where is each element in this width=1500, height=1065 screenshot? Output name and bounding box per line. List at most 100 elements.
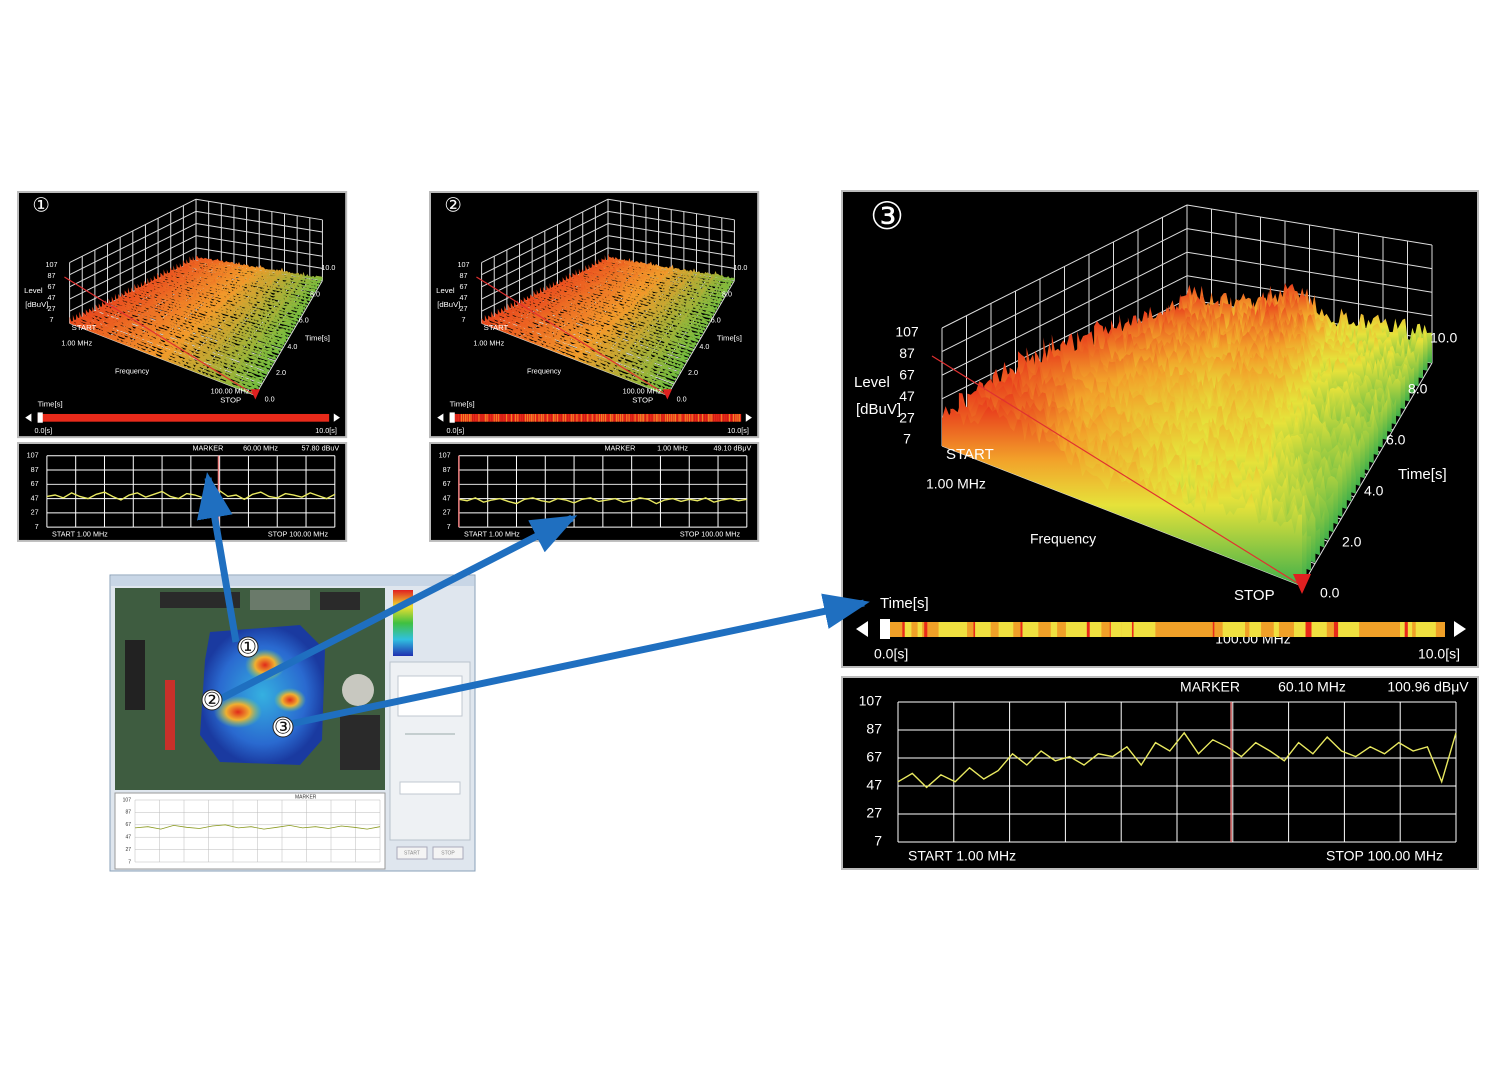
label: STOP 100.00 MHz bbox=[1326, 848, 1443, 864]
marker-circle bbox=[272, 716, 294, 738]
timebar-segment bbox=[1201, 622, 1213, 637]
timebar-segment bbox=[480, 413, 482, 422]
surface-row bbox=[546, 285, 702, 337]
surface-row bbox=[543, 286, 701, 340]
time-tick-label: 4.0 bbox=[1364, 483, 1384, 499]
surface-row bbox=[111, 296, 278, 358]
button-label[interactable]: START bbox=[404, 850, 420, 856]
wireframe bbox=[941, 251, 1188, 376]
time-tick-label: 8.0 bbox=[1408, 381, 1428, 397]
panels: ① 107 87 67 47 27 7 Level [dBuV] START 1.00 MHz Fre… bbox=[16, 190, 1479, 870]
timebar-segment bbox=[1443, 622, 1445, 637]
surface-row bbox=[608, 253, 735, 281]
label: 7 bbox=[903, 431, 911, 447]
timebar-segment bbox=[589, 413, 591, 422]
timebar-segment bbox=[682, 413, 684, 422]
timebar-segment bbox=[657, 413, 659, 422]
surface-row bbox=[601, 258, 731, 287]
stop-marker bbox=[1293, 574, 1311, 594]
wireframe bbox=[481, 198, 609, 264]
surface-row bbox=[520, 299, 688, 361]
timebar-segment bbox=[887, 622, 899, 637]
timebar-segment bbox=[719, 413, 721, 422]
timebar-segment bbox=[638, 413, 640, 422]
surface-row bbox=[179, 263, 314, 296]
surface-row bbox=[121, 292, 283, 349]
y-tick-label: 7 bbox=[874, 833, 882, 849]
timebar-segment bbox=[498, 413, 500, 422]
label: 87 bbox=[48, 271, 56, 280]
timebar-segment bbox=[649, 413, 650, 422]
timebar-segment bbox=[1435, 622, 1445, 637]
pcb-labels: ① ② ③ START STOP 107 87 67 47 27 7 MARKER bbox=[123, 636, 464, 865]
marker-circle bbox=[237, 636, 259, 658]
timebar-segment bbox=[709, 413, 711, 422]
surface-row bbox=[105, 300, 275, 364]
timebar-segment bbox=[513, 413, 514, 422]
timebar-segment bbox=[707, 413, 709, 422]
surface-row bbox=[549, 283, 704, 334]
timebar-segment bbox=[1321, 622, 1327, 637]
timebar-segment bbox=[698, 413, 699, 422]
timebar-segment bbox=[678, 413, 680, 422]
surface-row bbox=[176, 263, 313, 299]
wireframe bbox=[195, 247, 323, 269]
wireframe bbox=[195, 223, 323, 245]
timebar-knob bbox=[880, 619, 890, 639]
label: 0.0[s] bbox=[35, 426, 53, 435]
surface-panel: ① 107 87 67 47 27 7 Level [dBuV] START 1.00 MHz Fre… bbox=[16, 191, 348, 439]
label: 27 bbox=[899, 409, 915, 425]
button-label[interactable]: STOP bbox=[441, 850, 455, 856]
button[interactable] bbox=[432, 846, 464, 860]
wireframe bbox=[1301, 362, 1433, 587]
timebar-segment bbox=[630, 413, 632, 422]
time-tick-label: 2.0 bbox=[688, 368, 698, 377]
surface-row bbox=[186, 259, 318, 290]
timebar-segment bbox=[506, 413, 508, 422]
timebar-segment bbox=[641, 413, 643, 422]
timebar-segment bbox=[482, 413, 484, 422]
surface-row bbox=[144, 280, 295, 328]
connector bbox=[165, 680, 175, 750]
timebar-segment bbox=[554, 413, 556, 422]
timebar-segment bbox=[517, 413, 519, 422]
timebar-segment bbox=[578, 413, 580, 422]
time-tick-label: 2.0 bbox=[1342, 534, 1362, 550]
timebar-segment bbox=[917, 622, 923, 637]
timebar-segment bbox=[948, 622, 964, 637]
timebar-segment bbox=[540, 413, 542, 422]
surface-row bbox=[598, 259, 730, 290]
timebar-segment bbox=[735, 413, 737, 422]
y-tick-label: 47 bbox=[866, 777, 882, 793]
timebar-segment bbox=[691, 413, 693, 422]
surface-row bbox=[173, 265, 311, 302]
timebar-segment bbox=[515, 413, 516, 422]
spectrum-bg bbox=[16, 442, 348, 542]
surface-row bbox=[552, 281, 706, 331]
surface-row bbox=[166, 269, 307, 308]
timebar-segment bbox=[711, 413, 713, 422]
timebar-segment bbox=[536, 413, 538, 422]
timebar-arrow-right bbox=[1454, 621, 1466, 637]
y-tick-label: 67 bbox=[443, 480, 451, 488]
timebar-segment bbox=[632, 413, 634, 422]
timebar-segment bbox=[530, 413, 532, 422]
button[interactable] bbox=[396, 846, 428, 860]
timebar-segment bbox=[643, 413, 645, 422]
timebar-segment bbox=[990, 622, 1002, 637]
surface-row bbox=[150, 277, 299, 322]
wireframe bbox=[481, 247, 609, 312]
label: Frequency bbox=[115, 367, 149, 376]
wireframe bbox=[69, 235, 197, 300]
timebar-segment bbox=[1013, 622, 1021, 637]
label: ③ bbox=[870, 196, 904, 238]
wireframe bbox=[195, 235, 323, 257]
label: 60.10 MHz bbox=[1278, 679, 1346, 695]
surface-row bbox=[488, 315, 671, 390]
timebar-segment bbox=[532, 413, 534, 422]
wireframe bbox=[941, 275, 1188, 400]
timebar-segment bbox=[651, 413, 653, 422]
label: Time[s] bbox=[305, 333, 330, 342]
spectrum-bg bbox=[841, 676, 1479, 870]
timebar-segment bbox=[676, 413, 678, 422]
